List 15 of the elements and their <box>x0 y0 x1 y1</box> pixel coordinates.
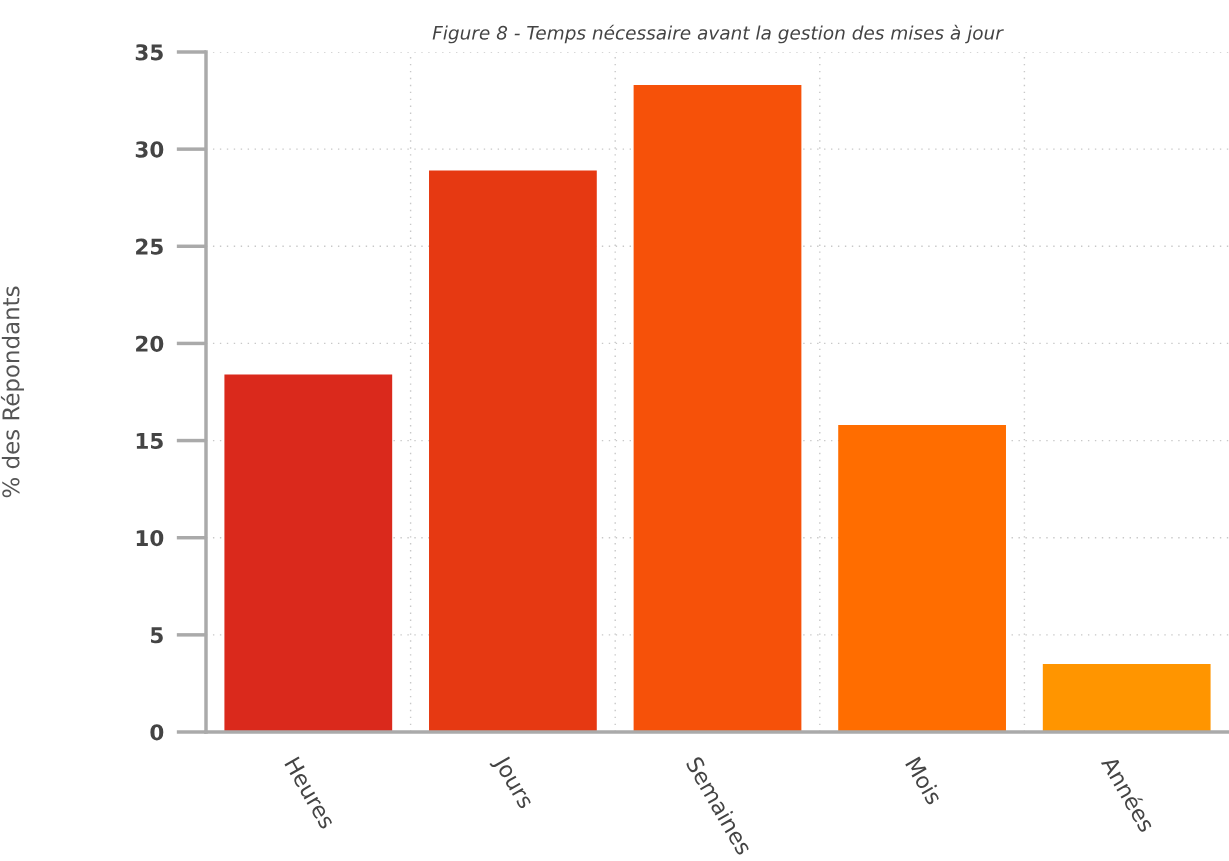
bar <box>1042 664 1211 732</box>
y-tick-label: 20 <box>136 335 164 352</box>
y-tick-label: 25 <box>136 238 163 255</box>
y-tick-label: 30 <box>135 141 164 158</box>
y-tick-label: 0 <box>150 724 164 741</box>
y-axis-title: % des Répondants <box>0 286 24 498</box>
chart-title: Figure 8 - Temps nécessaire avant la gestion des mises à jour <box>432 24 1004 44</box>
bar <box>633 85 802 732</box>
bar <box>224 374 393 732</box>
y-tick-label: 15 <box>136 433 163 450</box>
y-tick-label: 35 <box>135 44 163 61</box>
y-tick-label: 5 <box>151 627 163 644</box>
y-tick-label: 10 <box>136 529 164 547</box>
bar <box>429 170 597 732</box>
bar <box>838 425 1006 732</box>
